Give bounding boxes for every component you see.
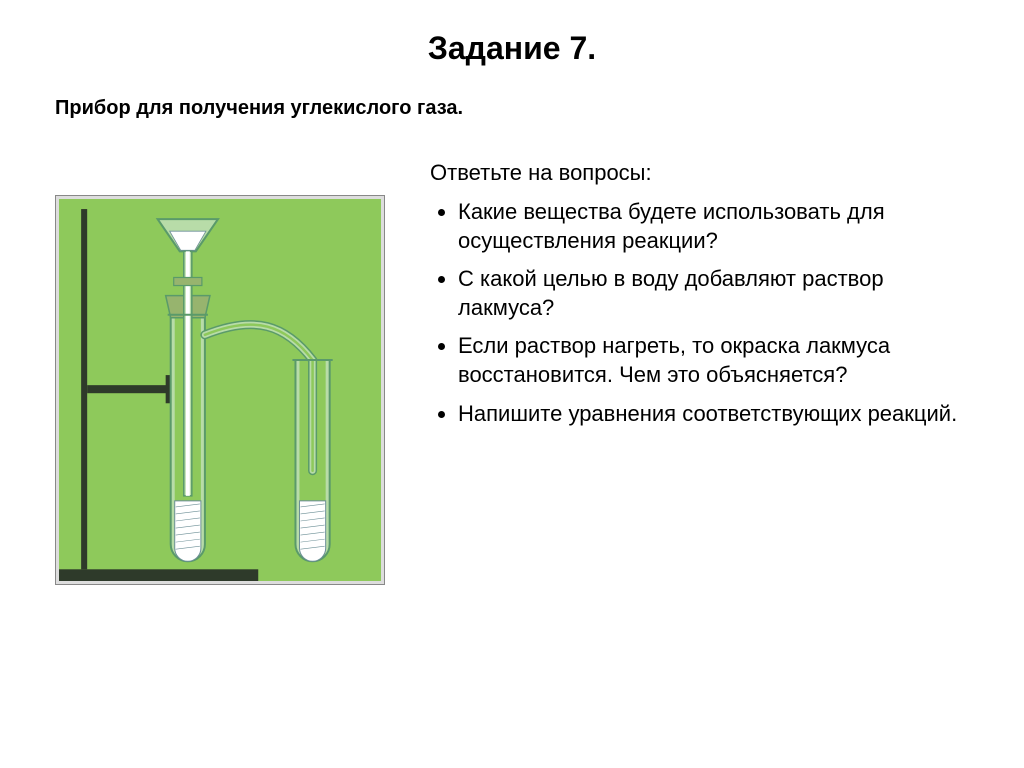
content-row: Ответьте на вопросы: Какие вещества буде… [55, 140, 969, 585]
figure-frame [55, 195, 385, 585]
answer-heading: Ответьте на вопросы: [430, 160, 969, 186]
questions-column: Ответьте на вопросы: Какие вещества буде… [430, 140, 969, 438]
slide-title: Задание 7. [55, 30, 969, 67]
questions-list: Какие вещества будете использовать для о… [430, 198, 969, 428]
question-item: Какие вещества будете использовать для о… [458, 198, 969, 255]
question-item: Если раствор нагреть, то окраска лакмуса… [458, 332, 969, 389]
slide-subtitle: Прибор для получения углекислого газа. [55, 97, 969, 120]
apparatus-diagram [59, 199, 381, 581]
question-item: Напишите уравнения соответствующих реакц… [458, 400, 969, 429]
question-item: С какой целью в воду добавляют раствор л… [458, 265, 969, 322]
figure-container [55, 195, 385, 585]
slide: Задание 7. Прибор для получения углекисл… [0, 0, 1024, 768]
